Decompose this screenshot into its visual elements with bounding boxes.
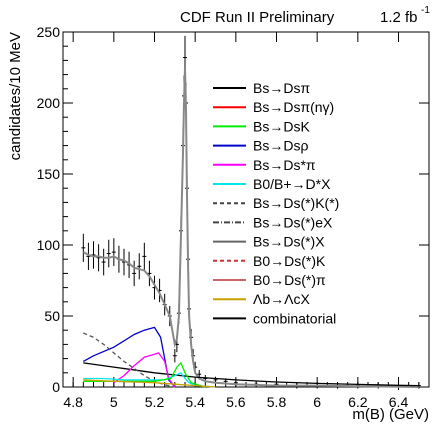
legend-label: B0→Ds(*)π [253,272,326,288]
legend-label: Λb→ΛcX [253,291,310,307]
series-combinatorial [83,362,419,387]
legend: Bs→Dsπ Bs→Dsπ(nγ) Bs→DsK Bs→Dsρ Bs→Ds*π B0/B+… [213,80,339,326]
series-fit [82,67,419,388]
y-tick-label: 250 [37,24,61,40]
y-tick-label: 0 [52,379,60,395]
tick-marks [62,31,430,388]
y-axis-title: candidates/10 MeV [7,32,24,160]
legend-label: Bs→Ds*π [253,157,316,173]
x-tick-label: 5.4 [185,394,205,410]
legend-label: combinatorial [253,310,336,326]
legend-label: Bs→Dsπ [253,80,310,96]
legend-label: B0→Ds(*)K [253,253,326,269]
luminosity-label: 1.2 fb [380,9,418,26]
y-tick-labels: 0 50 100 150 200 250 [37,24,61,395]
series-group [81,35,421,390]
x-tick-label: 5.8 [267,394,287,410]
legend-label: Bs→Ds(*)K(*) [253,195,339,211]
x-tick-label: 5 [110,394,118,410]
x-tick-label: 5.6 [226,394,246,410]
x-tick-label: 5.2 [145,394,165,410]
x-tick-label: 6 [313,394,321,410]
legend-label: Bs→Ds(*)X [253,234,325,250]
x-tick-label: 6.4 [389,394,409,410]
legend-label: Bs→Dsπ(nγ) [253,99,334,115]
plot-frame [62,31,430,388]
series--b-cx [83,379,216,388]
experiment-label: CDF Run II Preliminary [180,9,335,26]
y-tick-label: 100 [37,237,61,253]
x-tick-label: 6.2 [348,394,368,410]
y-tick-label: 200 [37,95,61,111]
series-b0-b-d-x [83,371,216,388]
legend-label: Bs→Dsρ [253,138,308,154]
y-tick-label: 150 [37,166,61,182]
legend-label: B0/B+→D*X [253,176,331,192]
legend-label: Bs→Ds(*)eX [253,214,333,230]
luminosity-exponent: -1 [421,5,430,16]
legend-label: Bs→DsK [253,118,310,134]
series-bs-ds- [113,352,176,388]
y-tick-label: 50 [44,308,60,324]
x-tick-label: 4.8 [63,394,83,410]
x-axis-title: m(B) (GeV) [352,406,429,423]
x-tick-labels: 4.8 5 5.2 5.4 5.6 5.8 6 6.2 6.4 [63,394,408,410]
